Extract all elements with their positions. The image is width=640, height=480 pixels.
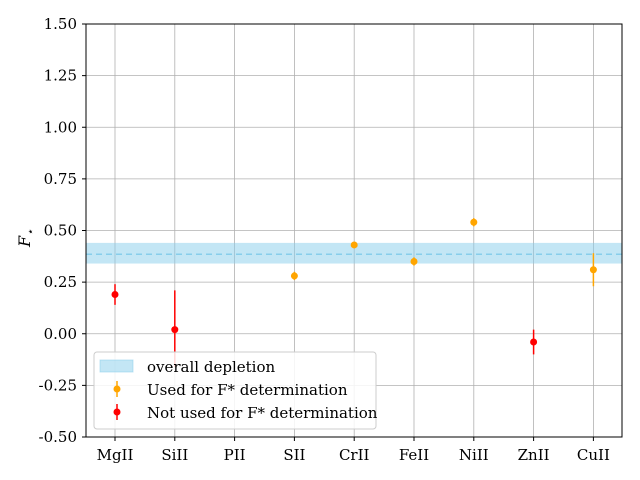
x-tick-label-MgII: MgII bbox=[97, 446, 134, 464]
data-point-SiII bbox=[171, 326, 179, 334]
y-tick-label: -0.25 bbox=[39, 376, 77, 394]
axis-ticks: -0.50 -0.25 0.00 0.25 0.50 0.75 1.00 1.25 1.50 Mg… bbox=[39, 15, 610, 464]
data-point-CuII bbox=[589, 266, 597, 274]
y-tick-label: 1.25 bbox=[44, 67, 77, 85]
overall-depletion-range bbox=[86, 242, 622, 264]
data-point-MgII bbox=[111, 291, 119, 299]
x-tick-label-SiII: SiII bbox=[161, 446, 188, 464]
legend-label-not-used: Not used for F* determination bbox=[147, 404, 378, 422]
overall-depletion-band bbox=[86, 242, 622, 264]
data-point-FeII bbox=[410, 257, 418, 265]
x-tick-label-ZnII: ZnII bbox=[518, 446, 550, 464]
x-tick-label-FeII: FeII bbox=[399, 446, 429, 464]
legend-label-overall-depletion: overall depletion bbox=[147, 358, 275, 376]
y-axis-label-main: F bbox=[15, 235, 34, 248]
x-tick-label-SII: SII bbox=[283, 446, 305, 464]
legend: overall depletion Used for F* determinat… bbox=[93, 351, 378, 430]
data-point-SII bbox=[290, 272, 298, 280]
x-tick-label-PII: PII bbox=[224, 446, 246, 464]
x-tick-label-CrII: CrII bbox=[339, 446, 370, 464]
y-tick-label: 1.50 bbox=[44, 15, 77, 33]
data-point-ZnII bbox=[530, 338, 538, 346]
legend-frame bbox=[93, 351, 377, 430]
legend-label-used: Used for F* determination bbox=[147, 381, 348, 399]
y-axis-label-subscript: ⋆ bbox=[24, 229, 37, 236]
legend-marker-used bbox=[113, 381, 121, 397]
y-tick-label: 0.25 bbox=[44, 273, 77, 291]
y-tick-label: -0.50 bbox=[39, 428, 77, 446]
y-tick-label: 0.00 bbox=[44, 325, 77, 343]
y-axis-label: F⋆ bbox=[15, 229, 37, 248]
y-axis-label-text: F⋆ bbox=[15, 229, 37, 248]
data-point-CrII bbox=[350, 241, 358, 249]
y-tick-label: 0.75 bbox=[44, 170, 77, 188]
y-tick-label: 0.50 bbox=[44, 222, 77, 240]
y-tick-label: 1.00 bbox=[44, 118, 77, 136]
data-point-NiII bbox=[470, 218, 478, 226]
x-tick-label-NiII: NiII bbox=[459, 446, 489, 464]
legend-marker-not-used bbox=[113, 404, 121, 420]
x-tick-label-CuII: CuII bbox=[577, 446, 610, 464]
legend-swatch-overall-depletion bbox=[99, 359, 134, 373]
